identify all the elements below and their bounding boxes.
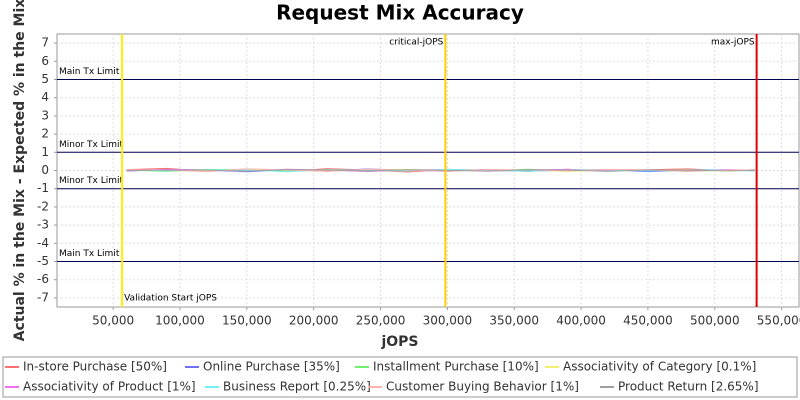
y-tick-label: -3 bbox=[37, 218, 49, 232]
x-tick-label: 50,000 bbox=[92, 314, 134, 328]
threshold-label: Main Tx Limit bbox=[59, 67, 120, 77]
threshold-label: Minor Tx Limit bbox=[59, 176, 124, 186]
x-axis-label: jOPS bbox=[380, 334, 418, 350]
y-tick-label: 1 bbox=[41, 145, 49, 159]
y-tick-label: 0 bbox=[41, 163, 49, 177]
y-tick-label: 6 bbox=[41, 54, 49, 68]
y-tick-label: 3 bbox=[41, 108, 49, 122]
series-line bbox=[126, 169, 755, 172]
x-tick-label: 300,000 bbox=[423, 314, 473, 328]
marker-label: Validation Start jOPS bbox=[124, 294, 217, 304]
threshold-label: Minor Tx Limit bbox=[59, 140, 124, 150]
legend bbox=[2, 356, 798, 398]
y-tick-label: 7 bbox=[41, 36, 49, 50]
y-tick-label: -5 bbox=[37, 254, 49, 268]
x-tick-label: 350,000 bbox=[489, 314, 539, 328]
y-tick-label: -7 bbox=[37, 290, 49, 304]
x-tick-label: 550,000 bbox=[757, 314, 800, 328]
x-tick-label: 400,000 bbox=[556, 314, 606, 328]
y-tick-label: -1 bbox=[37, 181, 49, 195]
legend-label: Installment Purchase [10%] bbox=[373, 360, 539, 374]
y-tick-label: 5 bbox=[41, 72, 49, 86]
x-tick-label: 100,000 bbox=[155, 314, 205, 328]
y-tick-label: -4 bbox=[37, 236, 49, 250]
threshold-label: Main Tx Limit bbox=[59, 249, 120, 259]
x-tick-label: 250,000 bbox=[356, 314, 406, 328]
legend-label: Product Return [2.65%] bbox=[618, 380, 759, 394]
legend-label: Associativity of Product [1%] bbox=[23, 380, 196, 394]
y-tick-label: -2 bbox=[37, 199, 49, 213]
marker-label: critical-jOPS bbox=[389, 38, 443, 48]
legend-label: Online Purchase [35%] bbox=[203, 360, 340, 374]
legend-label: Customer Buying Behavior [1%] bbox=[386, 380, 579, 394]
marker-label: max-jOPS bbox=[711, 38, 755, 48]
y-tick-label: 4 bbox=[41, 90, 49, 104]
chart-title: Request Mix Accuracy bbox=[276, 1, 524, 25]
x-tick-label: 200,000 bbox=[289, 314, 339, 328]
y-tick-label: 2 bbox=[41, 127, 49, 141]
y-axis-label: Actual % in the Mix - Expected % in the … bbox=[12, 0, 28, 341]
legend-label: Business Report [0.25%] bbox=[223, 380, 371, 394]
legend-label: Associativity of Category [0.1%] bbox=[563, 360, 756, 374]
legend-label: In-store Purchase [50%] bbox=[23, 360, 167, 374]
x-tick-label: 150,000 bbox=[222, 314, 272, 328]
y-tick-label: -6 bbox=[37, 272, 49, 286]
x-tick-label: 500,000 bbox=[690, 314, 740, 328]
x-tick-label: 450,000 bbox=[623, 314, 673, 328]
